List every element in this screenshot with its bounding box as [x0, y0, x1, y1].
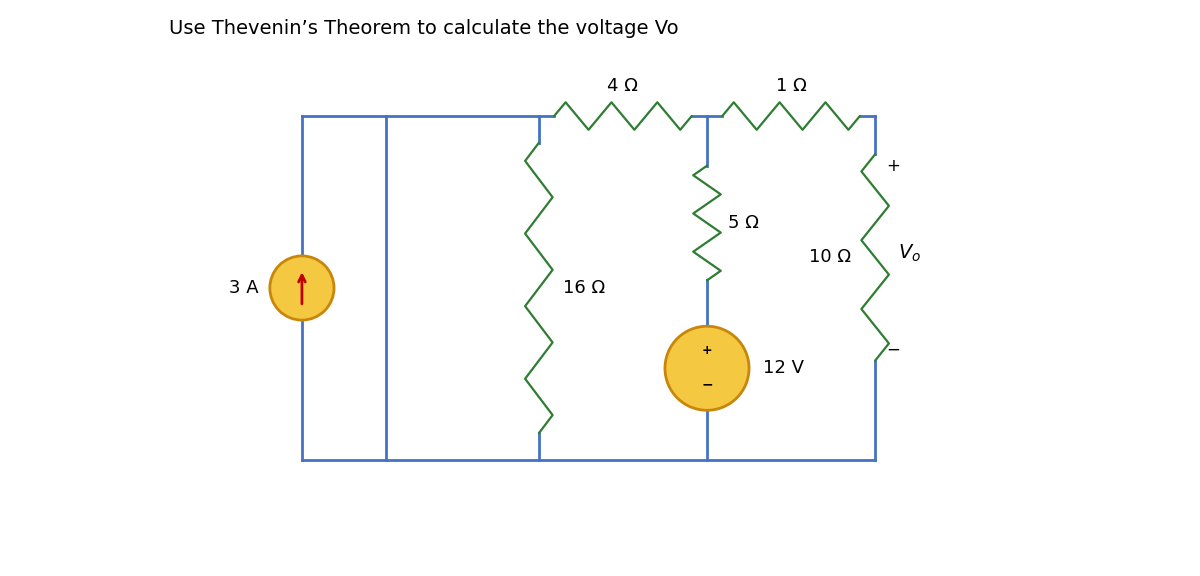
- Text: −: −: [701, 377, 713, 391]
- Text: 5 Ω: 5 Ω: [728, 214, 760, 232]
- Text: +: +: [702, 344, 713, 357]
- Circle shape: [665, 326, 749, 410]
- Text: 12 V: 12 V: [763, 359, 804, 377]
- Circle shape: [270, 256, 334, 320]
- Text: 10 Ω: 10 Ω: [809, 248, 851, 267]
- Text: 1 Ω: 1 Ω: [775, 77, 806, 94]
- Text: −: −: [887, 340, 900, 358]
- Text: 4 Ω: 4 Ω: [607, 77, 638, 94]
- Text: 3 A: 3 A: [229, 279, 258, 297]
- Text: +: +: [887, 157, 900, 175]
- Text: 16 Ω: 16 Ω: [563, 279, 606, 297]
- Text: $V_o$: $V_o$: [898, 243, 922, 264]
- Text: Use Thevenin’s Theorem to calculate the voltage Vo: Use Thevenin’s Theorem to calculate the …: [169, 18, 678, 37]
